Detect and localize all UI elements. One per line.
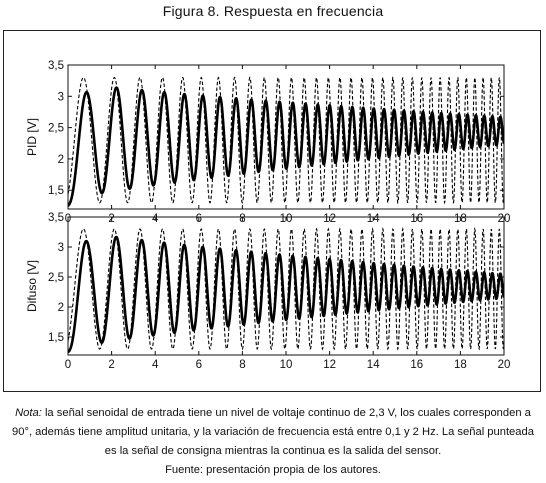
caption-source: Fuente: presentación propia de los autor… [165, 464, 381, 476]
y-tick-label: 2,5 [48, 123, 64, 135]
series-line-setpoint [68, 226, 504, 351]
x-tick-label: 10 [280, 359, 293, 370]
note-text: la señal senoidal de entrada tiene un ni… [12, 407, 534, 457]
x-tick-label: 12 [323, 359, 336, 370]
x-tick-label: 8 [239, 359, 245, 370]
y-tick-label: 2 [58, 154, 64, 166]
y-tick-label: 3 [58, 242, 64, 254]
y-axis-label: Difuso [V] [25, 260, 39, 312]
series-line-setpoint [68, 75, 504, 205]
x-tick-label: 6 [196, 359, 202, 370]
series-line-sensor [68, 86, 504, 207]
y-tick-label: 1,5 [48, 332, 64, 344]
figure-frame [3, 30, 541, 392]
y-axis-label: PID [V] [25, 118, 39, 156]
y-tick-label: 3,5 [48, 212, 64, 224]
y-tick-label: 3,5 [48, 60, 64, 72]
y-tick-label: 2,5 [48, 272, 64, 284]
x-tick-label: 18 [454, 359, 467, 370]
note-label: Nota: [15, 407, 42, 419]
y-tick-label: 3 [58, 91, 64, 103]
x-tick-label: 14 [367, 359, 380, 370]
x-tick-label: 16 [410, 359, 423, 370]
x-tick-label: 4 [152, 359, 159, 370]
y-tick-label: 1,5 [48, 185, 64, 197]
figure-caption: Nota: la señal senoidal de entrada tiene… [6, 404, 540, 480]
x-tick-label: 0 [65, 359, 71, 370]
y-tick-label: 2 [58, 302, 64, 314]
figure-title: Figura 8. Respuesta en frecuencia [162, 3, 384, 19]
x-tick-label: 20 [498, 359, 511, 370]
series-line-sensor [68, 235, 504, 354]
x-tick-label: 2 [108, 359, 114, 370]
caption-note: Nota: la señal senoidal de entrada tiene… [6, 404, 540, 461]
